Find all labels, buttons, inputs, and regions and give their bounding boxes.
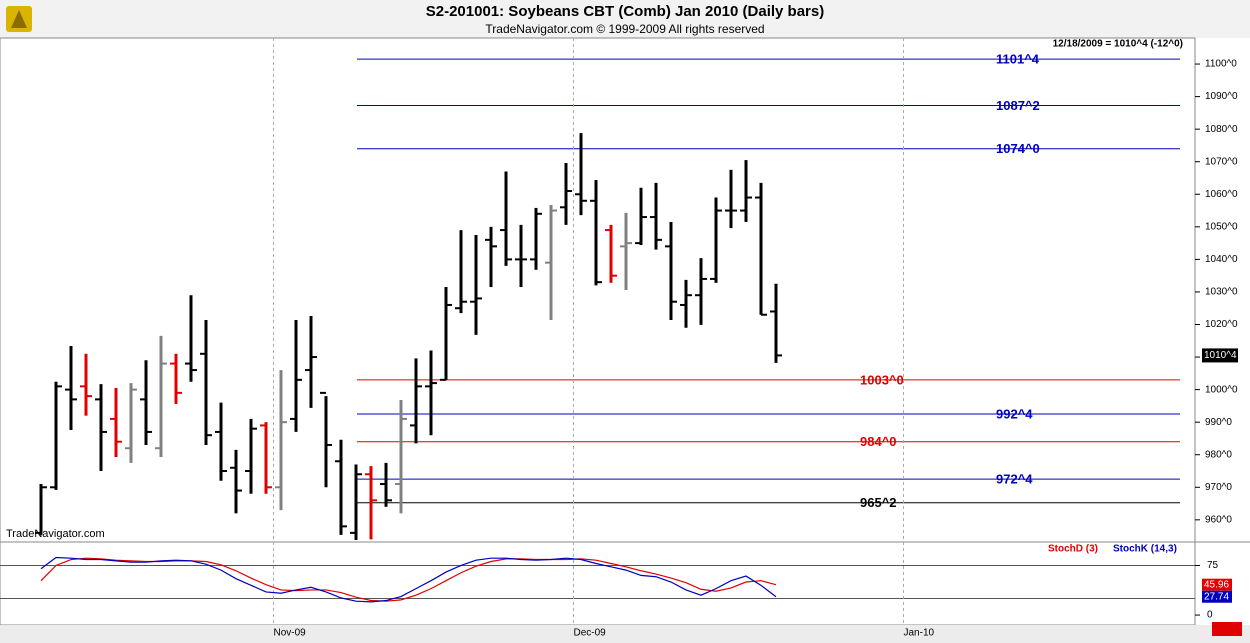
value-box: [1202, 590, 1232, 603]
legend-entry: StochK (14,3): [1113, 544, 1177, 555]
level-label: 965^2: [860, 495, 897, 510]
legend-entry: StochD (3): [1048, 544, 1098, 555]
value-label: 27.74: [1204, 591, 1229, 602]
y-tick-label: 1080^0: [1205, 124, 1238, 135]
y-tick-label: 980^0: [1205, 449, 1232, 460]
level-label: 984^0: [860, 434, 897, 449]
x-tick-label: Jan-10: [904, 628, 935, 639]
value-box: [1202, 578, 1232, 591]
last-price-label: 1010^4: [1204, 350, 1237, 361]
y-tick-label: 75: [1207, 560, 1219, 571]
scroll-button[interactable]: [1212, 622, 1242, 636]
last-price-box: [1202, 348, 1238, 363]
y-tick-label: 1040^0: [1205, 254, 1238, 265]
y-tick-label: 1030^0: [1205, 287, 1238, 298]
header: [0, 0, 1250, 38]
x-tick-label: Dec-09: [574, 628, 607, 639]
y-tick-label: 1020^0: [1205, 319, 1238, 330]
chart-title: S2-201001: Soybeans CBT (Comb) Jan 2010 …: [426, 3, 824, 20]
info-text: 12/18/2009 = 1010^4 (-12^0): [1053, 39, 1183, 50]
x-tick-label: Nov-09: [274, 628, 307, 639]
y-tick-label: 1060^0: [1205, 189, 1238, 200]
y-tick-label: 1070^0: [1205, 156, 1238, 167]
level-label: 1074^0: [996, 141, 1040, 156]
y-tick-label: 960^0: [1205, 514, 1232, 525]
level-label: 1003^0: [860, 372, 904, 387]
y-tick-label: 990^0: [1205, 417, 1232, 428]
y-tick-label: 970^0: [1205, 482, 1232, 493]
chart-subtitle: TradeNavigator.com © 1999-2009 All right…: [485, 22, 764, 36]
value-label: 45.96: [1204, 579, 1229, 590]
watermark: TradeNavigator.com: [6, 528, 105, 540]
y-tick-label: 0: [1207, 610, 1213, 621]
level-label: 972^4: [996, 472, 1033, 487]
level-label: 992^4: [996, 406, 1033, 421]
stoch-line: [40, 556, 777, 603]
y-tick-label: 1100^0: [1205, 59, 1237, 70]
level-label: 1101^4: [996, 52, 1040, 67]
stoch-line: [40, 557, 777, 602]
y-tick-label: 1000^0: [1205, 384, 1238, 395]
y-tick-label: 1090^0: [1205, 91, 1238, 102]
plot-area: [0, 37, 1196, 626]
logo: [6, 6, 32, 32]
level-label: 1087^2: [996, 98, 1040, 113]
y-tick-label: 1050^0: [1205, 221, 1238, 232]
x-axis-strip: [0, 625, 1250, 643]
